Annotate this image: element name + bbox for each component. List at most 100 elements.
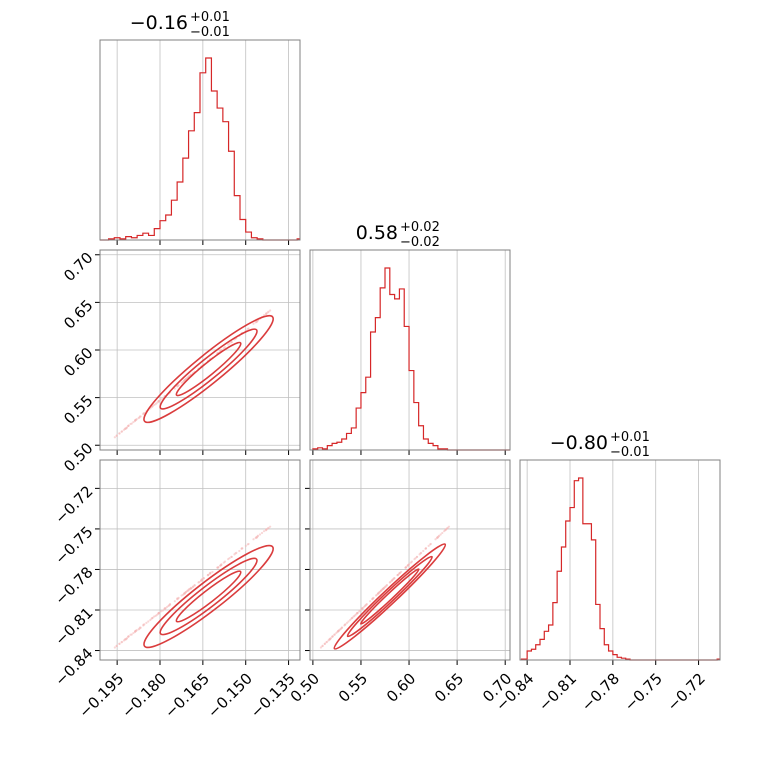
panel-2-1-cloud-point [331,635,334,638]
panel-2-0-cloud-point [193,584,196,587]
panel-2-1-cloud-point [371,597,374,600]
panel-2-1-contour-0 [359,568,420,625]
panel-0-0-title-plus: +0.01 [190,10,230,25]
panel-2-1-cloud-point [410,560,413,563]
panel-0-0-title-minus: −0.01 [190,25,230,40]
panel-1-0-cloud-point [157,400,160,403]
panel-2-1-contour-1 [346,555,433,638]
panel-2-0-cloud-point [123,638,127,641]
panel-2-1-cloud-point [414,557,417,560]
panel-2-0-cloud-point [209,571,212,574]
panel-2-1-cloud-point [415,555,419,558]
panel-2-0-cloud-point [143,623,146,626]
panel-2-0-cloud-point [252,538,255,541]
panel-2-1-cloud-point [375,593,378,596]
panel-2-1-cloud-point [347,620,350,623]
panel-1-0-cloud-point [125,426,129,429]
panel-2-1-cloud-point [362,605,365,609]
panel-0-0-title-median: −0.16 [130,12,188,34]
panel-2-2-frame [519,459,721,661]
panel-2-1-cloud-point [393,577,396,580]
panel-2-0-xlabel-2: −0.165 [161,670,213,722]
panel-2-1-cloud-point [427,544,430,548]
panel-2-1-contours [333,543,447,650]
panel-2-0-cloud-point [269,525,272,528]
panel-2-0-cloud-point [258,533,262,536]
panel-1-0-frame [99,249,301,451]
panel-2-0-ylabel-2: −0.78 [51,563,96,608]
panel-2-0-cloud-point [238,549,241,553]
panel-1-0-contours [143,314,274,424]
panel-2-0-cloud-point [230,555,233,558]
panel-0-0-histogram [100,57,300,241]
panel-2-2-xlabel-1: −0.81 [535,670,580,715]
panel-2-2-title: −0.80 +0.01−0.01 [550,430,650,460]
panel-1-0-ylabel-3: 0.65 [60,296,96,332]
panel-2-0-cloud-point [132,631,135,635]
panel-2-1-cloud-point [337,629,340,632]
panel-2-0-cloud-point [265,528,268,531]
panel-2-0-contour-2 [143,544,274,649]
panel-2-0-contour-0 [175,570,242,623]
panel-1-0-cloud-point [265,312,268,315]
panel-2-0-cloud-point [223,560,227,563]
panel-2-2-xlabel-3: −0.75 [621,670,666,715]
panel-2-0-cloud-point [125,637,129,640]
panel-1-0-cloud-point [181,380,185,383]
panel-2-1-cloud-point [379,589,382,593]
panel-2-1-cloud-point [419,552,422,555]
panel-2-0-cloud-point [113,646,116,649]
panel-2-0-contour-1 [159,557,258,636]
panel-2-1-cloud-point [385,584,388,587]
panel-1-0-ylabel-4: 0.70 [60,249,96,285]
panel-2-0-cloud-point [256,534,260,537]
panel-2-0-cloud-point [234,552,237,555]
panel-2-0-cloud-point [260,531,264,535]
panel-1-1-title-plus: +0.02 [400,220,440,235]
panel-2-1-cloud-point [436,536,439,539]
panel-1-0-cloud-point [120,430,124,433]
panel-2-0-cloud-point [186,589,189,593]
panel-2-1-cloud-point [438,534,441,537]
panel-2-1-cloud-point [404,566,408,569]
panel-2-0-cloud-point [150,617,153,620]
panel-2-0-cloud-point [189,587,192,590]
panel-2-0-cloud-point [163,608,166,611]
panel-1-0-cloud-point [228,342,231,345]
panel-2-1-cloud-point [422,549,425,553]
panel-2-1-cloud-point [350,617,353,620]
panel-2-0-cloud-point [262,530,266,533]
panel-2-1-cloud-point [429,542,432,546]
panel-1-0-cloud-point [159,398,163,401]
panel-2-0-ylabel-3: −0.75 [51,523,96,568]
panel-2-1-cloud-point [443,530,446,533]
panel-2-1-contour-2 [333,543,447,650]
panel-2-2-xlabel-4: −0.72 [664,670,709,715]
panel-1-0-cloud-point [173,387,176,390]
panel-2-0-ylabel-0: −0.84 [51,644,96,689]
panel-2-0-contours [143,544,274,649]
panel-2-1-xlabel-1: 0.55 [335,670,371,706]
panel-1-0-cloud-point [255,320,258,323]
panel-2-0-frame [99,459,301,661]
panel-2-1-xlabel-3: 0.65 [431,670,467,706]
panel-1-0-cloud-point [247,327,250,330]
panel-2-0-xlabel-0: −0.195 [75,670,127,722]
panel-1-0-ylabel-2: 0.60 [60,344,96,380]
panel-2-0-cloud-point [135,629,138,632]
panel-2-0-cloud-point [217,566,220,569]
panel-1-1-title-minus: −0.02 [400,235,440,250]
panel-2-1-cloud-point [389,580,392,584]
panel-1-0-cloud-point [129,422,132,426]
panel-2-0-cloud-point [207,573,210,577]
panel-2-0-cloud-point [247,542,250,546]
panel-2-1-frame [309,459,511,661]
panel-1-0-cloud-point [223,346,227,349]
panel-1-0-cloud-point [127,424,130,428]
panel-2-0-cloud-point [127,635,130,638]
panel-1-1-frame [309,249,511,451]
panel-2-1-xlabel-2: 0.60 [383,670,419,706]
panel-2-1-cloud-point [325,640,328,644]
panel-2-1-cloud-point [333,633,336,636]
